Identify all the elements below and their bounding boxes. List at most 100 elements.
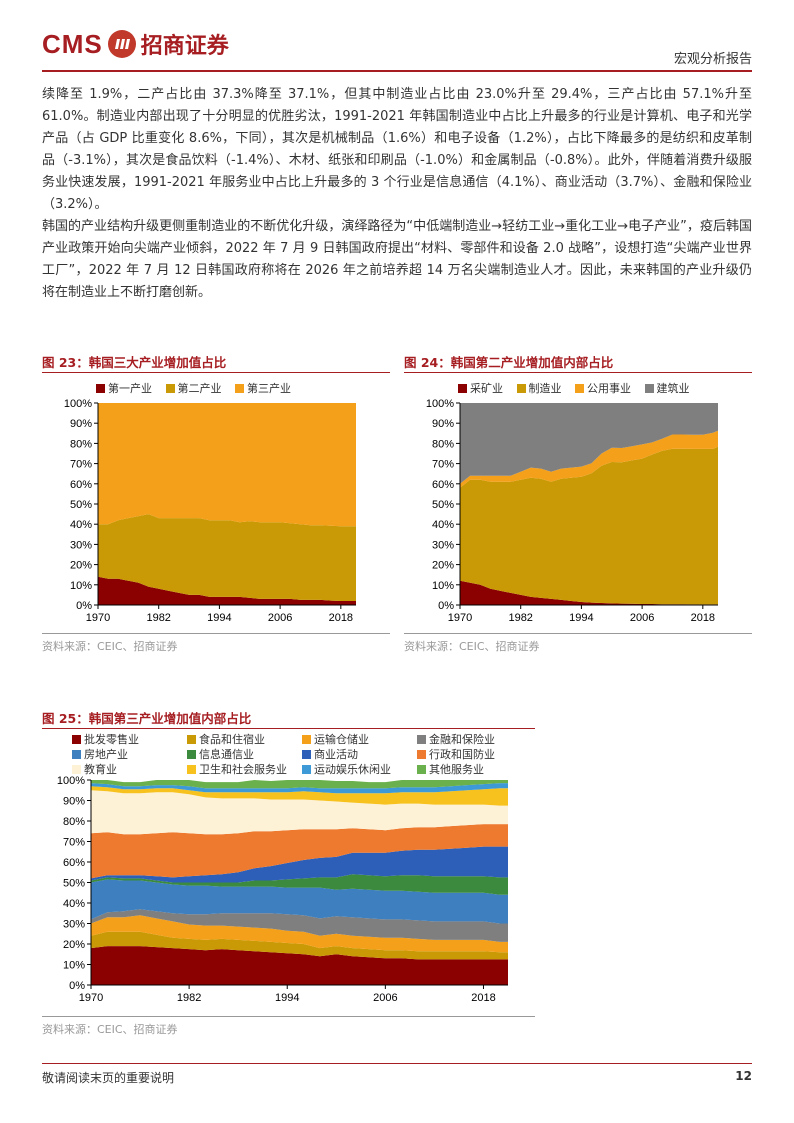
x-tick-label: 2018 [329, 612, 353, 624]
x-tick-label: 2018 [691, 612, 715, 624]
area-series-3 [91, 909, 508, 942]
legend-swatch [417, 765, 426, 774]
legend-item-education: 教育业 [72, 762, 177, 777]
y-tick-label: 90% [432, 418, 454, 430]
legend-item-public-admin: 行政和国防业 [417, 747, 522, 762]
figure-24-legend: 采矿业 制造业 公用事业 建筑业 [458, 380, 700, 396]
legend-item-recreation: 运动娱乐休闲业 [302, 762, 407, 777]
x-tick-label: 2006 [373, 992, 397, 1004]
logo-text: CMS [42, 28, 103, 59]
area-series-10 [91, 783, 508, 794]
y-tick-label: 60% [70, 479, 92, 491]
legend-swatch [165, 383, 175, 393]
x-tick-label: 2006 [630, 612, 654, 624]
legend-item-construction: 建筑业 [644, 380, 690, 396]
y-tick-label: 10% [70, 580, 92, 592]
x-tick-label: 1970 [79, 992, 103, 1004]
legend-swatch [417, 735, 426, 744]
y-tick-label: 80% [63, 816, 85, 828]
legend-label: 商业活动 [314, 748, 358, 761]
area-series-11 [91, 780, 508, 789]
y-tick-label: 20% [63, 939, 85, 951]
legend-item-transport: 运输仓储业 [302, 732, 407, 747]
logo-chinese-name: 招商证券 [140, 33, 229, 59]
legend-swatch [72, 765, 81, 774]
legend-label: 建筑业 [656, 382, 690, 395]
figure-23-title: 图 23：韩国三大产业增加值占比 [42, 355, 227, 370]
legend-grid: 批发零售业 食品和住宿业 运输仓储业 金融和保险业 房地产业 信息通信业 商业活… [72, 732, 532, 777]
page-number: 12 [735, 1069, 752, 1083]
legend-label: 第二产业 [177, 382, 222, 395]
y-tick-label: 0% [76, 600, 92, 612]
area-series-4 [91, 879, 508, 924]
paragraph-1: 续降至 1.9%，二产占比由 37.3%降至 37.1%，但其中制造业占比由 2… [42, 87, 752, 212]
y-tick-label: 90% [63, 796, 85, 808]
header-divider [42, 70, 752, 72]
y-tick-label: 40% [70, 519, 92, 531]
area-series-3 [460, 403, 718, 484]
x-tick-label: 1994 [207, 612, 231, 624]
y-tick-label: 30% [70, 539, 92, 551]
figure-24-title: 图 24：韩国第二产业增加值内部占比 [404, 355, 614, 370]
area-series-6 [91, 846, 508, 883]
y-tick-label: 10% [432, 580, 454, 592]
legend-swatch [72, 735, 81, 744]
legend-swatch [302, 765, 311, 774]
y-tick-label: 20% [432, 560, 454, 572]
y-tick-label: 20% [70, 560, 92, 572]
y-tick-label: 30% [432, 539, 454, 551]
x-tick-label: 1982 [146, 612, 170, 624]
figure-25-chart: 0% 10% 20% 30% 40% 50% 60% 70% 80% 90% 100% 1970 198… [57, 775, 508, 1004]
x-tick-label: 1982 [177, 992, 201, 1004]
footer-note: 敬请阅读末页的重要说明 [42, 1071, 175, 1085]
legend-swatch [417, 750, 426, 759]
figure-23-chart: 0% 10% 20% 30% 40% 50% 60% 70% 80% 90% 100% 1970 198… [64, 398, 356, 624]
figure-25-bottom-rule [42, 1016, 535, 1017]
legend-swatch [458, 383, 467, 393]
legend-item-mining: 采矿业 [458, 380, 503, 396]
legend-item-ict: 信息通信业 [187, 747, 292, 762]
legend-swatch [187, 750, 196, 759]
figure-25-title: 图 25：韩国第三产业增加值内部占比 [42, 711, 252, 726]
legend-swatch [644, 383, 654, 393]
legend-label: 第一产业 [108, 382, 152, 395]
y-tick-label: 100% [426, 398, 454, 410]
legend-item-finance: 金融和保险业 [417, 732, 522, 747]
y-tick-label: 0% [69, 980, 85, 992]
legend-label: 信息通信业 [199, 748, 254, 761]
figure-25-rule [42, 728, 535, 729]
legend-label: 运动娱乐休闲业 [314, 763, 391, 776]
area-series-8 [91, 790, 508, 835]
y-tick-label: 70% [63, 837, 85, 849]
y-tick-label: 70% [432, 459, 454, 471]
figure-24-source: 资料来源：CEIC、招商证券 [404, 640, 540, 653]
legend-swatch [302, 750, 311, 759]
area-series-0 [98, 576, 356, 605]
report-type: 宏观分析报告 [673, 52, 752, 67]
area-series-7 [91, 824, 508, 879]
y-tick-label: 50% [432, 499, 454, 511]
legend-item-utilities: 公用事业 [575, 380, 631, 396]
legend-item-other-services: 其他服务业 [417, 762, 522, 777]
legend-item-manufacturing: 制造业 [516, 380, 562, 396]
paragraph-2: 韩国的产业结构升级更侧重制造业的不断优化升级，演绎路径为“中低端制造业→轻纺工业… [42, 219, 752, 300]
legend-label: 食品和住宿业 [199, 733, 265, 746]
legend-swatch [516, 383, 526, 393]
figure-24-rule [404, 372, 752, 373]
company-logo: CMS 招商证券 [42, 28, 229, 60]
legend-label: 公用事业 [587, 382, 631, 395]
y-tick-label: 50% [70, 499, 92, 511]
legend-label: 运输仓储业 [314, 733, 369, 746]
area-series-2 [98, 403, 356, 527]
legend-swatch [575, 383, 584, 393]
legend-label: 第三产业 [247, 382, 291, 395]
legend-label: 批发零售业 [84, 733, 139, 746]
area-series-2 [91, 915, 508, 953]
legend-label: 其他服务业 [429, 763, 484, 776]
x-tick-label: 1970 [86, 612, 110, 624]
logo-emblem-icon [107, 30, 136, 58]
y-tick-label: 40% [432, 519, 454, 531]
area-series-0 [91, 946, 508, 985]
figure-25-legend: 批发零售业 食品和住宿业 运输仓储业 金融和保险业 房地产业 信息通信业 商业活… [72, 732, 532, 777]
legend-swatch [187, 765, 196, 774]
